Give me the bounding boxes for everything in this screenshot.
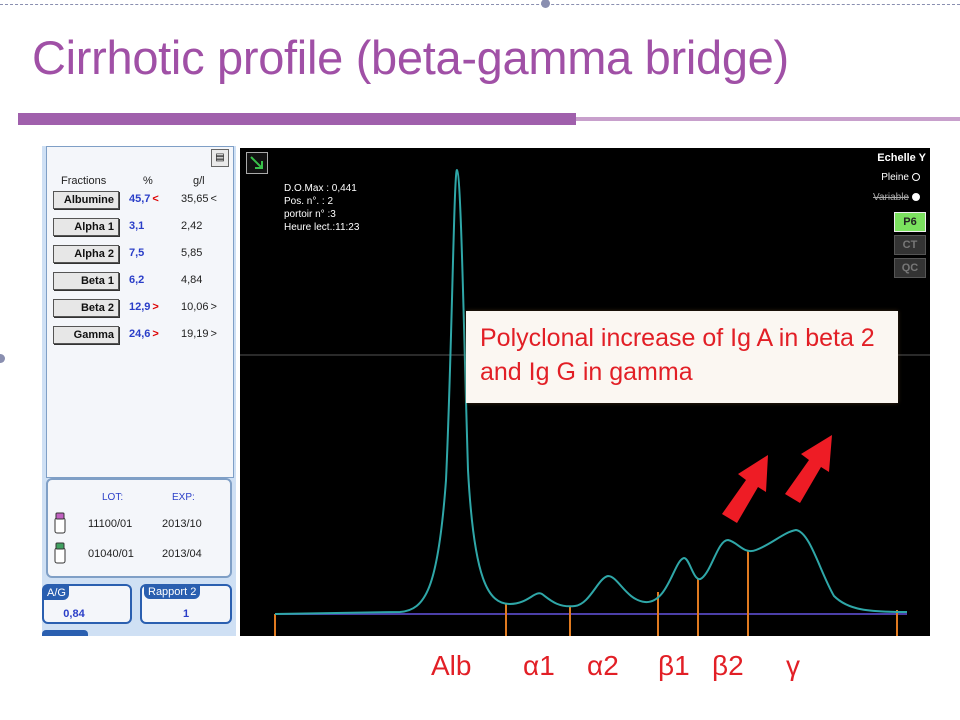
fraction-gl: 4,84 — [181, 274, 203, 286]
print-icon[interactable]: ▤ — [211, 149, 229, 167]
lot-expiry: 2013/04 — [162, 548, 202, 560]
fraction-gl: 35,65 < — [181, 193, 217, 205]
reagent-bottle-icon — [54, 512, 66, 534]
ag-ratio-value: 0,84 — [63, 608, 85, 620]
arrow-icon — [785, 435, 832, 503]
increase-arrows — [722, 435, 832, 523]
lot-expiry: 2013/10 — [162, 518, 202, 530]
info-line: Heure lect.:11:23 — [284, 222, 360, 233]
ct-button[interactable]: CT — [894, 235, 926, 255]
fraction-button[interactable]: Beta 1 — [53, 272, 119, 290]
expand-icon[interactable] — [246, 152, 268, 174]
lot-header: LOT: — [102, 492, 124, 503]
high-flag: > — [210, 328, 217, 340]
scale-full-option[interactable]: Pleine — [881, 172, 920, 183]
reagent-lot-box: LOT: EXP: 11100/01 2013/10 01040/01 2013… — [46, 478, 232, 578]
p6-button[interactable]: P6 — [894, 212, 926, 232]
arrow-icon — [722, 455, 768, 523]
fraction-gl: 10,06 > — [181, 301, 217, 313]
fractions-table: ▤ Fractions % g/l Albumine 45,7 < 35,65 < … — [46, 146, 234, 478]
scale-variable-option[interactable]: Variable — [873, 192, 920, 203]
scale-title: Echelle Y — [877, 152, 926, 164]
fraction-gl: 19,19 > — [181, 328, 217, 340]
fraction-button[interactable]: Beta 2 — [53, 299, 119, 317]
reagent-bottle-icon — [54, 542, 66, 564]
fraction-gl: 5,85 — [181, 247, 203, 259]
fraction-button[interactable]: Albumine — [53, 191, 119, 209]
qc-button[interactable]: QC — [894, 258, 926, 278]
fraction-label-alpha2: α2 — [587, 650, 619, 681]
info-line: D.O.Max : 0,441 — [284, 183, 357, 194]
fraction-percent: 45,7 < — [129, 193, 159, 205]
panel-footer-tab[interactable] — [42, 630, 88, 636]
ratio2-box: Rapport 2 1 — [140, 584, 232, 624]
top-rule-dot — [541, 0, 550, 8]
fraction-button[interactable]: Alpha 2 — [53, 245, 119, 263]
fraction-percent: 3,1 — [129, 220, 145, 232]
fraction-button[interactable]: Gamma — [53, 326, 119, 344]
annotation-box: Polyclonal increase of Ig A in beta 2 an… — [466, 311, 898, 403]
slide-title: Cirrhotic profile (beta-gamma bridge) — [32, 31, 789, 84]
lot-number: 11100/01 — [88, 518, 133, 530]
fraction-percent: 24,6 > — [129, 328, 159, 340]
info-line: portoir n° :3 — [284, 209, 336, 220]
ag-ratio-box: A/G 0,84 — [42, 584, 132, 624]
ratio2-value: 1 — [182, 608, 190, 620]
gl-header: g/l — [193, 175, 205, 187]
radio-icon — [912, 173, 920, 182]
low-flag: < — [210, 193, 217, 205]
high-flag: > — [210, 301, 217, 313]
radio-icon — [912, 193, 920, 202]
title-underline — [18, 113, 576, 125]
fraction-markers — [274, 550, 898, 636]
fraction-label-beta1: β1 — [658, 650, 690, 681]
fraction-label-alb: Alb — [431, 650, 472, 681]
title-underline-thin — [576, 117, 960, 121]
percent-header: % — [143, 175, 153, 187]
fraction-percent: 12,9 > — [129, 301, 159, 313]
top-dashed-rule — [0, 4, 960, 5]
high-flag: > — [152, 301, 159, 313]
ag-ratio-label: A/G — [44, 586, 69, 600]
reading-info: D.O.Max : 0,441 Pos. n°. : 2 portoir n° … — [284, 182, 359, 234]
fraction-label-beta2: β2 — [712, 650, 744, 681]
ratio2-label: Rapport 2 — [144, 585, 201, 599]
side-dot — [0, 354, 5, 363]
fractions-header: Fractions — [61, 175, 107, 187]
annotation-text: Polyclonal increase of Ig A in beta 2 an… — [480, 324, 875, 386]
info-line: Pos. n°. : 2 — [284, 196, 334, 207]
fraction-label-gamma: γ — [786, 650, 800, 681]
fraction-gl: 2,42 — [181, 220, 203, 232]
high-flag: > — [152, 328, 159, 340]
lot-number: 01040/01 — [88, 548, 134, 560]
fraction-label-alpha1: α1 — [523, 650, 555, 681]
exp-header: EXP: — [172, 492, 195, 503]
densitometry-curve — [274, 168, 908, 615]
fraction-button[interactable]: Alpha 1 — [53, 218, 119, 236]
low-flag: < — [152, 193, 159, 205]
fraction-percent: 6,2 — [129, 274, 145, 286]
fraction-percent: 7,5 — [129, 247, 145, 259]
results-panel: ▤ Fractions % g/l Albumine 45,7 < 35,65 < … — [42, 146, 236, 636]
